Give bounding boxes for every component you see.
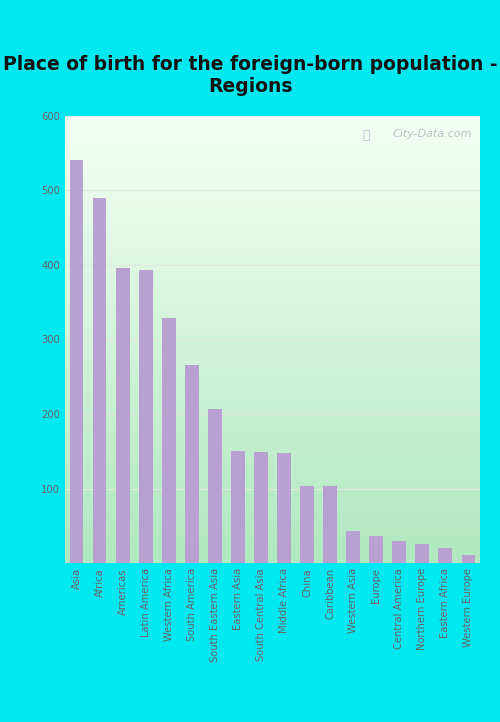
- Bar: [254, 452, 268, 563]
- Bar: [462, 555, 475, 563]
- Bar: [392, 541, 406, 563]
- Bar: [277, 453, 291, 563]
- Bar: [185, 365, 198, 563]
- Bar: [346, 531, 360, 563]
- Bar: [370, 536, 383, 563]
- Bar: [116, 269, 130, 563]
- Bar: [438, 548, 452, 563]
- Bar: [300, 486, 314, 563]
- Bar: [208, 409, 222, 563]
- Bar: [162, 318, 175, 563]
- Bar: [92, 198, 106, 563]
- Text: Place of birth for the foreign-born population -
Regions: Place of birth for the foreign-born popu…: [2, 56, 498, 96]
- Text: ⓘ: ⓘ: [362, 129, 370, 142]
- Bar: [70, 160, 84, 563]
- Bar: [231, 451, 245, 563]
- Text: City-Data.com: City-Data.com: [392, 129, 471, 139]
- Bar: [416, 544, 430, 563]
- Bar: [323, 487, 337, 563]
- Bar: [139, 270, 152, 563]
